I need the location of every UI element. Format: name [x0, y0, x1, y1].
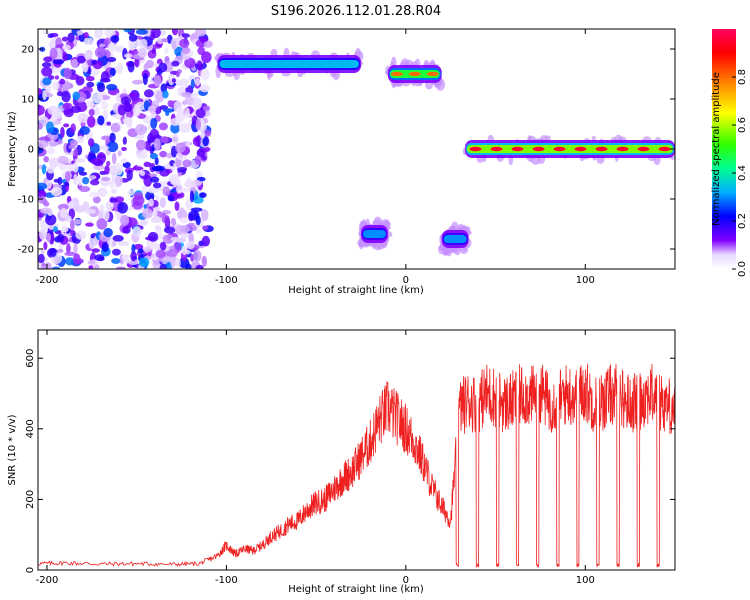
heatmap-feature-3: [357, 216, 393, 251]
snr-xlabel: Height of straight line (km): [288, 584, 424, 595]
x-tick-label: 100: [576, 275, 595, 286]
heatmap-feature-4: [437, 221, 472, 257]
heatmap-feature-5: [462, 134, 675, 166]
colorbar-tick-label: 0.8: [737, 69, 748, 85]
spectrogram-image: [38, 29, 675, 269]
x-tick-label: 0: [403, 275, 409, 286]
colorbar-gradient: [712, 29, 736, 269]
colorbar-ticks: 0.0 0.2 0.4 0.6 0.8: [732, 69, 748, 277]
x-tick-label: 100: [576, 575, 595, 586]
y-tick-label: -10: [18, 195, 34, 206]
y-tick-label: 20: [21, 45, 34, 56]
heatmap-feature-1: [214, 47, 364, 81]
snr-ticks: -200 -100 0 100 0 200 400 600: [25, 330, 675, 586]
heatmap-feature-0: [38, 29, 214, 269]
snr-series-line: [38, 363, 675, 568]
y-tick-label: 400: [25, 419, 36, 438]
heatmap-feature-2: [385, 56, 446, 91]
colorbar: 0.0 0.2 0.4 0.6 0.8 Normalized spectral ampl…: [711, 29, 748, 277]
y-tick-label: 200: [25, 490, 36, 509]
x-tick-label: -100: [215, 275, 238, 286]
y-tick-label: 0: [25, 567, 36, 573]
x-tick-label: -200: [36, 275, 59, 286]
snr-ylabel: SNR (10 * v/v): [7, 414, 18, 485]
colorbar-label: Normalized spectral amplitude: [711, 72, 722, 226]
colorbar-tick-label: 0.4: [737, 165, 748, 181]
y-tick-label: 10: [21, 95, 34, 106]
figure-title: S196.2026.112.01.28.R04: [271, 4, 441, 19]
spectrogram-ylabel: Frequency (Hz): [7, 111, 18, 187]
y-tick-label: 0: [28, 145, 34, 156]
y-tick-label: 600: [25, 349, 36, 368]
x-tick-label: -200: [36, 575, 59, 586]
snr-panel: -200 -100 0 100 0 200 400 600 Height of straigh…: [7, 329, 676, 595]
colorbar-tick-label: 0.6: [737, 117, 748, 133]
snr-frame: [37, 329, 676, 571]
spectrogram-xlabel: Height of straight line (km): [288, 285, 424, 296]
colorbar-tick-label: 0.0: [737, 261, 748, 277]
colorbar-tick-label: 0.2: [737, 213, 748, 229]
x-tick-label: -100: [215, 575, 238, 586]
y-tick-label: -20: [18, 245, 34, 256]
x-tick-label: 0: [403, 575, 409, 586]
